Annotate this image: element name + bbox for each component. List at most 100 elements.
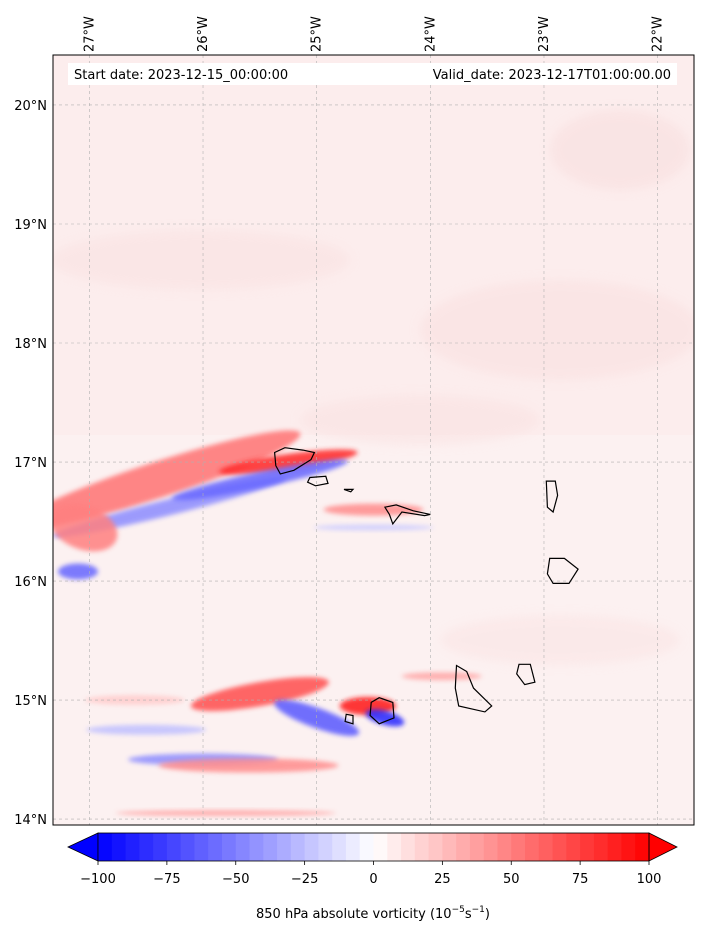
positive-vorticity-cell — [53, 430, 301, 530]
colorbar-level — [621, 833, 636, 861]
colorbar-label-exp1: −5 — [452, 905, 465, 915]
negative-vorticity-cell — [58, 563, 99, 580]
latitude-ticks: 14°N 15°N 16°N 17°N 18°N 19°N 20°N — [14, 99, 47, 828]
island-coastline — [383, 504, 431, 526]
colorbar-level — [483, 833, 498, 861]
start-date-label: Start date: 2023-12-15_00:00:00 — [74, 68, 288, 83]
colorbar-level — [249, 833, 264, 861]
colorbar-level — [497, 833, 512, 861]
colorbar-level — [304, 833, 319, 861]
negative-vorticity-cell — [86, 724, 207, 735]
valid-date-label: Valid_date: 2023-12-17T01:00:00.00 — [433, 68, 671, 83]
island-coastline — [306, 475, 329, 487]
colorbar-level — [345, 833, 361, 861]
colorbar-level — [194, 833, 209, 861]
latitude-tick-label: 19°N — [14, 218, 47, 233]
positive-vorticity-cell — [84, 695, 185, 706]
colorbar-level — [401, 833, 416, 861]
colorbar-level — [139, 833, 154, 861]
map-frame — [52, 54, 695, 826]
gridlines — [53, 55, 694, 825]
colorbar-levels — [98, 833, 650, 861]
annotation-background — [68, 63, 677, 85]
positive-vorticity-cell — [401, 672, 482, 681]
colorbar-level — [607, 833, 622, 861]
positive-vorticity-cell — [53, 503, 118, 552]
colorbar-level — [552, 833, 567, 861]
island-coastline — [545, 480, 559, 514]
colorbar-level — [525, 833, 540, 861]
colorbar-level — [428, 833, 443, 861]
colorbar-level — [290, 833, 306, 861]
negative-vorticity-cell — [171, 459, 348, 501]
colorbar-level — [593, 833, 609, 861]
colorbar-level — [125, 833, 140, 861]
colorbar-label-mid: s — [465, 907, 472, 922]
longitude-tick-label: 25°W — [310, 16, 325, 52]
island-coastline — [516, 663, 536, 686]
colorbar-level — [111, 833, 127, 861]
positive-vorticity-cell — [158, 758, 339, 773]
colorbar-tick-label: 50 — [503, 872, 520, 887]
colorbar-low-extension — [67, 832, 99, 862]
latitude-tick-label: 17°N — [14, 456, 47, 471]
positive-vorticity-cell — [190, 677, 329, 712]
longitude-tick-label: 23°W — [537, 16, 552, 52]
island-coastline — [454, 664, 493, 713]
colorbar-label-exp2: −1 — [472, 905, 485, 915]
latitude-tick-label: 20°N — [14, 99, 47, 114]
colorbar-level — [469, 833, 485, 861]
colorbar-level — [511, 833, 526, 861]
longitude-tick-label: 26°W — [196, 16, 211, 52]
colorbar-label: 850 hPa absolute vorticity (10−5s−1) — [256, 905, 490, 922]
latitude-tick-label: 16°N — [14, 575, 47, 590]
negative-vorticity-cell — [313, 524, 434, 531]
colorbar-level — [98, 833, 113, 861]
colorbar-level — [566, 833, 581, 861]
island-coastline — [546, 557, 579, 584]
negative-vorticity-cell — [365, 709, 405, 727]
colorbar-label-main: 850 hPa absolute vorticity (10 — [256, 907, 452, 922]
longitude-tick-label: 22°W — [651, 16, 666, 52]
colorbar-level — [456, 833, 471, 861]
colorbar-level — [580, 833, 595, 861]
colorbar-level — [153, 833, 168, 861]
island-coastline — [273, 447, 316, 475]
latitude-tick-label: 18°N — [14, 337, 47, 352]
colorbar-tick-label: −25 — [291, 872, 318, 887]
colorbar-tick-label: −50 — [222, 872, 249, 887]
latitude-tick-label: 15°N — [14, 694, 47, 709]
colorbar-level — [277, 833, 292, 861]
island-coastline — [369, 697, 395, 725]
positive-vorticity-cell — [323, 503, 424, 516]
annotation-box: Start date: 2023-12-15_00:00:00 Valid_da… — [68, 63, 677, 85]
colorbar-level — [635, 833, 650, 861]
colorbar-level — [166, 833, 182, 861]
longitude-tick-label: 27°W — [82, 16, 97, 52]
vorticity-field — [53, 55, 694, 817]
positive-vorticity-cell — [115, 810, 336, 817]
longitude-ticks: 27°W 26°W 25°W 24°W 23°W 22°W — [82, 16, 665, 52]
colorbar-level — [359, 833, 374, 861]
colorbar-level — [318, 833, 333, 861]
longitude-tick-label: 24°W — [423, 16, 438, 52]
colorbar-level — [538, 833, 554, 861]
map-panel — [52, 54, 695, 826]
colorbar-tick-label: −75 — [153, 872, 180, 887]
colorbar-level — [387, 833, 402, 861]
colorbar-level — [414, 833, 430, 861]
island-coastline — [343, 488, 355, 493]
colorbar-tick-label: 0 — [369, 872, 377, 887]
colorbar-level — [332, 833, 347, 861]
colorbar-label-end: ) — [485, 907, 490, 922]
colorbar-level — [442, 833, 457, 861]
colorbar-high-extension — [648, 832, 678, 862]
colorbar-level — [373, 833, 388, 861]
colorbar-tick-label: −100 — [80, 872, 116, 887]
colorbar-level — [235, 833, 251, 861]
colorbar-level — [180, 833, 195, 861]
island-coastline — [344, 713, 354, 725]
colorbar-tick-label: 25 — [434, 872, 451, 887]
colorbar: −100 −75 −50 −25 0 25 50 75 100 850 hPa absolute… — [67, 832, 678, 922]
